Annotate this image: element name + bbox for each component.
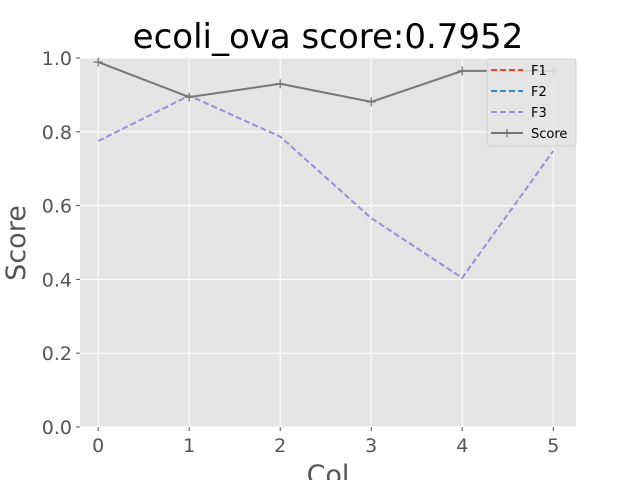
y-tick-label: 0.6 xyxy=(42,196,72,218)
y-tick-label: 1.0 xyxy=(42,48,72,70)
y-axis-label: Score xyxy=(1,205,32,281)
legend-label-f1: F1 xyxy=(531,64,547,79)
data-point-score xyxy=(457,66,467,76)
x-tick-label: 5 xyxy=(547,435,559,457)
legend-items: F1 F2 F3 Score xyxy=(491,64,567,142)
legend-label-f2: F2 xyxy=(531,85,547,100)
series-line-f3 xyxy=(97,94,555,280)
legend-item-f3: F3 xyxy=(491,106,547,121)
y-tick-label: 0.2 xyxy=(42,343,72,365)
legend: F1 F2 F3 Score xyxy=(486,58,577,147)
x-tick-label: 2 xyxy=(274,435,286,457)
data-point-score xyxy=(184,92,194,102)
data-point-score xyxy=(93,57,103,67)
y-tick-label: 0.8 xyxy=(42,122,72,144)
x-axis-ticks: 0 1 2 3 4 5 xyxy=(92,427,559,457)
legend-box xyxy=(486,58,577,147)
gridlines xyxy=(80,57,576,428)
legend-item-score: Score xyxy=(491,127,567,142)
legend-label-score: Score xyxy=(531,127,567,142)
y-tick-label: 0.0 xyxy=(42,417,72,439)
x-tick-label: 4 xyxy=(456,435,468,457)
x-tick-label: 3 xyxy=(365,435,377,457)
y-axis-ticks: 0.0 0.2 0.4 0.6 0.8 1.0 xyxy=(42,48,80,439)
legend-item-f2: F2 xyxy=(491,85,547,100)
chart-title: ecoli_ova score:0.7952 xyxy=(133,17,524,57)
data-point-score xyxy=(275,79,285,89)
series-line-score xyxy=(97,61,554,103)
x-tick-label: 0 xyxy=(92,435,104,457)
data-point-score xyxy=(366,97,376,107)
legend-label-f3: F3 xyxy=(531,106,547,121)
x-tick-label: 1 xyxy=(183,435,195,457)
x-axis-label: Col xyxy=(307,460,350,480)
y-tick-label: 0.4 xyxy=(42,269,72,291)
legend-item-f1: F1 xyxy=(491,64,547,79)
